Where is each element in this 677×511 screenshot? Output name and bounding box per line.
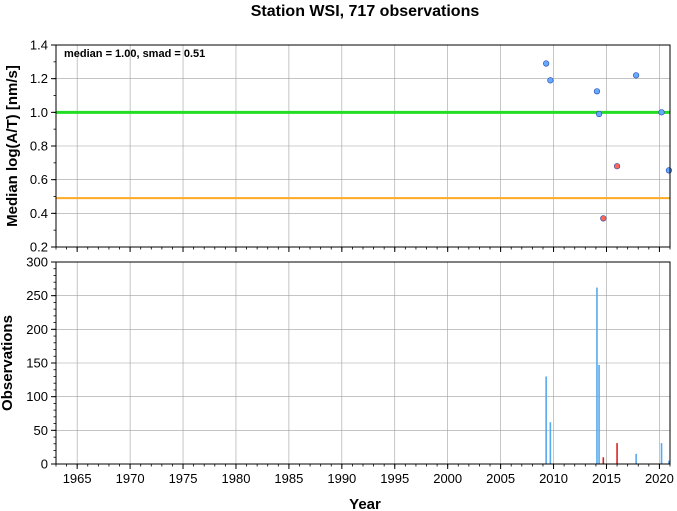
observation-bar: [596, 287, 598, 464]
top-y-axis-label: Median log(A/T) [nm/s]: [4, 65, 21, 227]
bottom-y-tick-label: 150: [26, 356, 48, 371]
bottom-y-ticks: 0 50 100 150 200 250 300: [26, 255, 56, 472]
scatter-point: [593, 88, 601, 95]
x-tick-label: 1965: [63, 471, 92, 486]
scatter-point: [613, 163, 621, 170]
top-grid: [55, 44, 671, 252]
top-y-tick-label: 1.4: [30, 38, 48, 53]
bottom-y-tick-label: 250: [26, 288, 48, 303]
x-tick-label: 1990: [327, 471, 356, 486]
median-annotation: median = 1.00, smad = 0.51: [64, 48, 205, 60]
scatter-point: [547, 77, 554, 84]
scatter-point: [543, 60, 550, 67]
top-scatter-points: [543, 60, 673, 222]
x-tick-label: 2010: [539, 471, 568, 486]
x-tick-label: 2015: [592, 471, 621, 486]
scatter-point: [665, 167, 673, 174]
observation-bar: [616, 443, 618, 464]
x-tick-label: 1975: [169, 471, 198, 486]
bottom-y-tick-label: 50: [34, 423, 48, 438]
x-tick-label: 1995: [380, 471, 409, 486]
bottom-y-tick-label: 100: [26, 389, 48, 404]
top-y-ticks: 0.2 0.4 0.6 0.8 1.0 1.2 1.4: [30, 38, 56, 255]
bottom-grid: [56, 261, 670, 465]
bottom-y-axis-label: Observations: [0, 315, 16, 411]
x-tick-label: 1970: [116, 471, 145, 486]
top-panel: 0.2 0.4 0.6 0.8 1.0 1.2 1.4 median = 1.00, sma…: [4, 38, 673, 255]
observation-bar: [549, 422, 552, 464]
scatter-point: [600, 215, 607, 222]
x-tick-label: 2005: [486, 471, 515, 486]
x-tick-label: 1985: [274, 471, 303, 486]
bottom-x-ticks: 1965 1970 1975 1980 1985 1990 1995 2000 2005 2010…: [55, 464, 674, 486]
scatter-point: [633, 72, 640, 79]
scatter-point: [595, 110, 603, 118]
observation-bar: [668, 460, 670, 464]
top-y-tick-label: 0.4: [30, 206, 48, 221]
bottom-y-tick-label: 200: [26, 322, 48, 337]
observation-bar: [598, 365, 600, 464]
x-axis-label: Year: [349, 496, 381, 511]
x-tick-label: 1980: [222, 471, 251, 486]
top-y-tick-label: 1.2: [30, 71, 48, 86]
bottom-y-tick-label: 300: [26, 255, 48, 270]
observation-bar: [602, 457, 605, 464]
top-reference-lines: [56, 110, 670, 200]
scatter-point: [658, 109, 665, 116]
top-y-tick-label: 0.6: [30, 172, 48, 187]
top-y-tick-label: 1.0: [30, 105, 48, 120]
top-y-tick-label: 0.8: [30, 139, 48, 154]
x-tick-label: 2000: [433, 471, 462, 486]
observation-bar: [660, 443, 663, 464]
top-y-tick-label: 0.2: [30, 240, 48, 255]
x-tick-label: 2020: [645, 471, 674, 486]
bottom-bars: [545, 287, 670, 464]
observation-bar: [635, 453, 637, 464]
chart-title: Station WSI, 717 observations: [251, 3, 480, 20]
bottom-y-tick-label: 0: [41, 457, 48, 472]
observation-bar: [545, 376, 547, 464]
